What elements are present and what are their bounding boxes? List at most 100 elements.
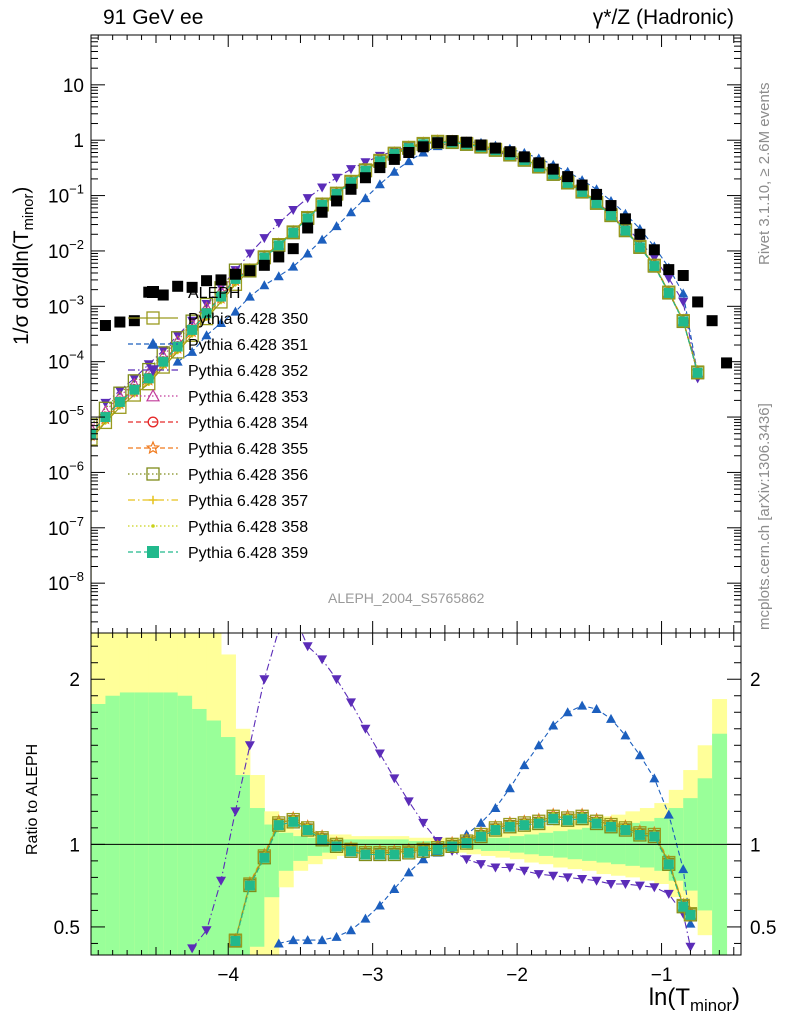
data-point [374, 156, 385, 167]
legend-marker [147, 286, 159, 298]
ratio-point [331, 841, 342, 852]
legend-label: ALEPH [188, 285, 240, 302]
analysis-id-label: ALEPH_2004_S5765862 [328, 590, 485, 606]
aleph-data-point [432, 137, 444, 149]
ratio-point [360, 849, 371, 860]
y-tick-label: 10−2 [48, 237, 84, 263]
series-line [105, 141, 699, 404]
ratio-point [476, 817, 486, 827]
ratio-point [259, 852, 270, 863]
ratio-y-tick-label-right: 0.5 [750, 918, 776, 939]
legend-label: Pythia 6.428 359 [188, 545, 308, 562]
data-point [663, 287, 674, 298]
aleph-data-point [706, 315, 718, 327]
ratio-point [685, 909, 696, 920]
ratio-point [273, 820, 284, 831]
band-inner-bin [278, 832, 294, 871]
aleph-data-point [533, 157, 545, 169]
ratio-point [403, 847, 414, 858]
aleph-data-point [374, 162, 386, 174]
data-point [201, 308, 212, 319]
aleph-data-point [244, 265, 256, 277]
data-point [302, 194, 313, 204]
aleph-data-point [388, 153, 400, 165]
ratio-point [302, 935, 313, 945]
ratio-point [649, 831, 660, 842]
legend-marker [148, 495, 158, 505]
ratio-point [273, 938, 284, 948]
ratio-point [591, 818, 602, 829]
data-point [591, 198, 602, 209]
ratio-point [302, 825, 313, 836]
aleph-data-point [114, 316, 126, 328]
y-axis-label-ratio: Ratio to ALEPH [24, 743, 41, 855]
ratio-point [360, 724, 371, 734]
process-label: γ*/Z (Hadronic) [592, 6, 734, 29]
band-inner-bin [264, 824, 280, 898]
ratio-point [490, 803, 501, 813]
axes-frames: −4 −3 −2 −1 10−8 10−7 10−6 10−5 10−4 10−3 10−2 10−1… [48, 34, 776, 986]
data-point [649, 261, 660, 272]
ratio-point [476, 860, 486, 870]
data-point [100, 412, 111, 423]
ratio-point [288, 609, 298, 618]
data-point [244, 291, 255, 301]
band-inner-bin [235, 775, 251, 955]
data-point [273, 240, 284, 251]
ratio-point [620, 825, 631, 836]
ratio-point [228, 933, 243, 947]
data-point [172, 356, 183, 366]
ratio-point [606, 821, 616, 832]
legend-label: Pythia 6.428 352 [188, 363, 308, 380]
data-point [633, 239, 647, 254]
aleph-data-point [619, 213, 631, 225]
ratio-y-tick-label-right: 2 [750, 670, 761, 691]
ratio-point [663, 889, 674, 899]
data-point [158, 356, 169, 367]
data-point [244, 249, 255, 259]
y-tick-label: 10−6 [48, 458, 84, 484]
ratio-point [678, 901, 689, 912]
legend-label: Pythia 6.428 350 [188, 311, 308, 328]
aleph-data-point [359, 172, 371, 184]
y-tick-label: 10−4 [48, 348, 84, 374]
data-point [143, 360, 154, 370]
y-tick-label: 10−7 [48, 514, 84, 540]
data-point [143, 373, 154, 384]
data-point [91, 421, 98, 433]
legend-label: Pythia 6.428 355 [188, 441, 308, 458]
ratio-point [504, 783, 515, 793]
legend-label: Pythia 6.428 353 [188, 389, 308, 406]
ratio-panel-series [187, 609, 698, 954]
y-tick-label: 10−8 [48, 569, 84, 595]
legend-marker [145, 388, 161, 402]
data-point [302, 248, 313, 258]
ratio-y-tick-label: 1 [69, 835, 80, 856]
aleph-data-point [287, 243, 299, 255]
data-point [129, 384, 140, 395]
rivet-version-label: Rivet 3.1.10, ≥ 2.6M events [756, 82, 773, 266]
aleph-data-point [128, 315, 140, 327]
ratio-point [360, 913, 371, 923]
aleph-data-point [331, 195, 343, 207]
data-point [201, 300, 212, 310]
aleph-data-point [229, 268, 241, 280]
ratio-point [685, 918, 696, 928]
data-point [259, 234, 270, 244]
ratio-point [317, 655, 328, 665]
ratio-point [490, 825, 501, 836]
aleph-data-point [446, 135, 458, 147]
aleph-data-point [489, 142, 501, 154]
ratio-point [620, 879, 631, 889]
aleph-data-point [316, 206, 328, 218]
mcplots-label: mcplots.cern.ch [arXiv:1306.3436] [756, 403, 773, 630]
data-point [216, 291, 226, 302]
ratio-point [216, 876, 226, 886]
legend-marker [146, 311, 160, 325]
ratio-point [389, 849, 400, 860]
ratio-point [519, 820, 530, 831]
ratio-point [533, 740, 544, 750]
aleph-data-point [172, 280, 184, 292]
ratio-point [685, 942, 696, 952]
